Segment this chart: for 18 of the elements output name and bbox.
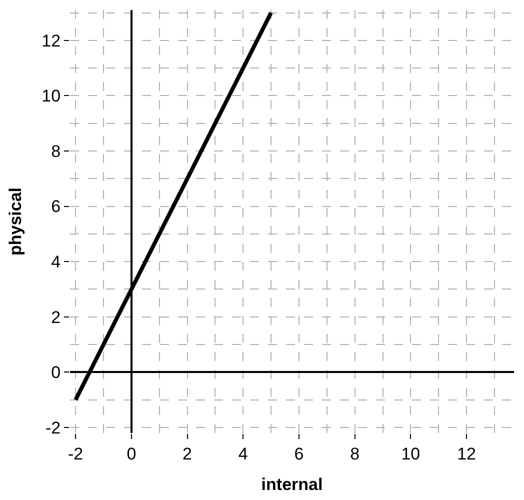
x-tick-label: 4 [238,444,248,464]
y-tick-label: 0 [51,363,61,382]
y-tick-label: 6 [51,197,61,216]
x-tick-label: -2 [68,444,84,464]
y-tick-label: 12 [42,31,61,50]
y-axis-title: physical [6,187,26,256]
y-tick-label: -2 [45,418,61,438]
y-tick-label: 4 [51,252,61,272]
x-tick-label: 12 [457,444,476,464]
y-tick-label: 2 [51,308,61,327]
y-tick-label: 8 [51,142,61,161]
x-tick-label: 6 [294,444,304,464]
x-axis-title: internal [261,474,323,494]
x-tick-label: 10 [401,444,420,464]
x-tick-label: 8 [350,444,360,464]
x-tick-label: 2 [182,444,192,464]
y-tick-label: 10 [42,86,61,106]
x-tick-label: 0 [126,444,136,464]
